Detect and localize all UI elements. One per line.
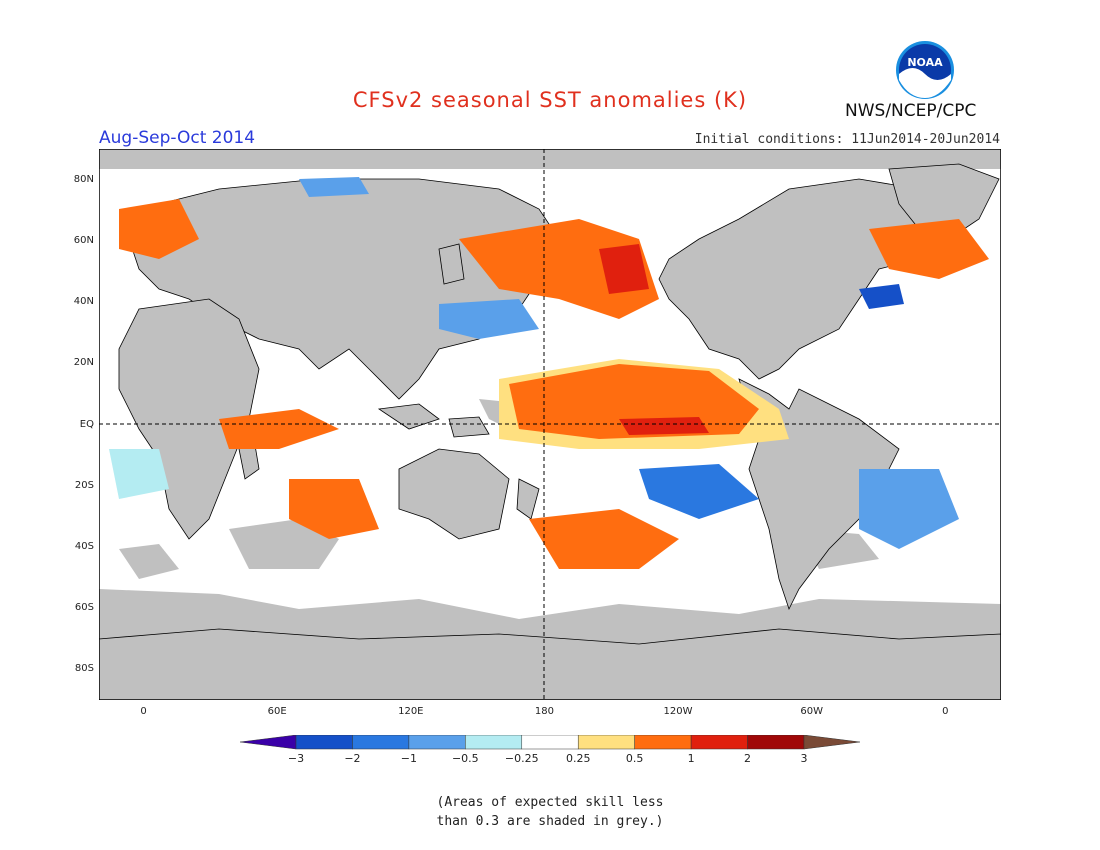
forecast-period: Aug-Sep-Oct 2014 xyxy=(99,128,256,148)
skill-note: (Areas of expected skill less than 0.3 a… xyxy=(0,793,1100,831)
colorbar-high-triangle xyxy=(803,734,861,750)
noaa-logo: NOAA xyxy=(895,40,955,100)
colorbar-label: 0.25 xyxy=(565,752,591,765)
skill-note-line-1: (Areas of expected skill less xyxy=(436,795,664,810)
lat-label: 20N xyxy=(73,357,94,369)
lat-label: 80S xyxy=(74,663,94,675)
colorbar-segment xyxy=(295,734,353,750)
colorbar-segment xyxy=(690,734,748,750)
colorbar-label: 3 xyxy=(800,752,808,765)
colorbar-segment xyxy=(634,734,692,750)
lat-label: EQ xyxy=(79,418,94,430)
lat-label: 60N xyxy=(73,234,94,246)
colorbar-label: −2 xyxy=(344,752,361,765)
colorbar-label: −1 xyxy=(400,752,417,765)
lon-label: 60W xyxy=(800,706,823,717)
colorbar-segment xyxy=(352,734,410,750)
colorbar-label: −3 xyxy=(287,752,305,765)
colorbar xyxy=(239,734,861,775)
skill-note-line-2: than 0.3 are shaded in grey.) xyxy=(436,814,664,829)
lon-label: 60E xyxy=(267,706,287,717)
lon-label: 120W xyxy=(663,706,693,717)
colorbar-segment xyxy=(408,734,466,750)
colorbar-label: 1 xyxy=(687,752,695,765)
colorbar-label: −0.25 xyxy=(504,752,539,765)
lon-label: 0 xyxy=(942,706,949,717)
sst-anomaly-map xyxy=(98,148,1002,701)
initial-conditions: Initial conditions: 11Jun2014-20Jun2014 xyxy=(694,132,1000,147)
map-svg xyxy=(98,148,1002,701)
cool-anomalies xyxy=(109,177,959,549)
colorbar-label: −0.5 xyxy=(451,752,479,765)
colorbar-segment xyxy=(521,734,579,750)
lon-label: 120E xyxy=(398,706,424,717)
lon-label: 0 xyxy=(140,706,147,717)
lat-label: 40N xyxy=(73,296,94,308)
lat-label: 80N xyxy=(73,173,94,185)
map-title: CFSv2 seasonal SST anomalies (K) xyxy=(352,88,748,112)
lat-label: 40S xyxy=(74,540,94,552)
colorbar-low-triangle xyxy=(239,734,297,750)
colorbar-label: 0.5 xyxy=(625,752,644,765)
colorbar-segment xyxy=(747,734,805,750)
colorbar-segment xyxy=(465,734,523,750)
colorbar-segment xyxy=(577,734,635,750)
colorbar-label: 2 xyxy=(744,752,752,765)
warm-anomalies xyxy=(119,199,989,569)
lat-label: 20S xyxy=(74,479,94,491)
agency-label: NWS/NCEP/CPC xyxy=(845,101,977,121)
logo-text: NOAA xyxy=(907,56,943,69)
lat-label: 60S xyxy=(74,602,94,614)
lon-label: 180 xyxy=(534,706,554,717)
